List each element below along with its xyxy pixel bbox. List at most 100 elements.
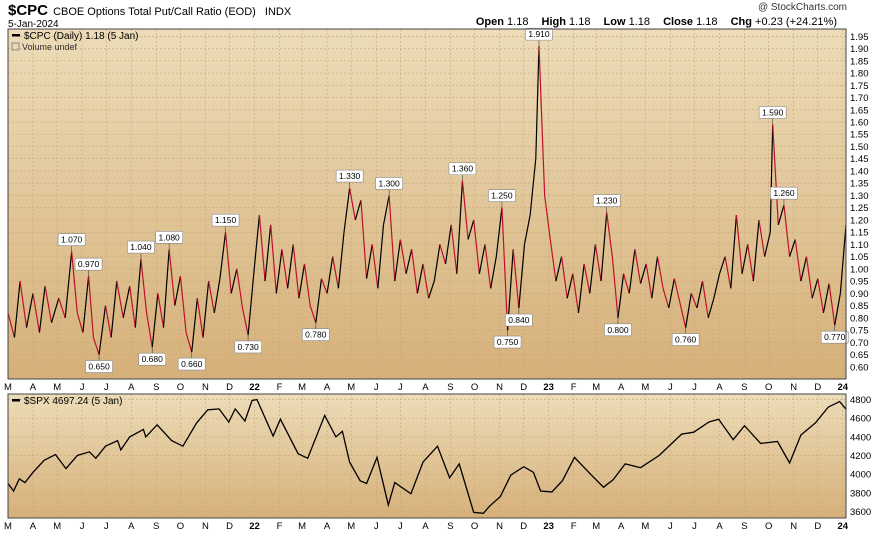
cpc-segment [651, 256, 659, 299]
close-label: Close [663, 16, 694, 28]
annotation-label: 0.730 [237, 342, 259, 352]
cpc-segment [577, 263, 585, 313]
cpc-xtick-label: O [177, 382, 184, 393]
cpc-ytick-label: 1.60 [850, 118, 869, 129]
cpc-segment [428, 280, 435, 299]
spx-legend-title: $SPX 4697.24 (5 Jan) [24, 396, 122, 407]
cpc-segment [529, 158, 537, 216]
cpc-segment [764, 232, 771, 257]
annotation-label: 1.230 [596, 196, 618, 206]
spx-frame [7, 393, 847, 519]
cpc-segment [71, 251, 78, 313]
spx-ytick-label: 4000 [850, 470, 871, 481]
spx-xtick-label: M [53, 521, 61, 532]
cpc-segment [411, 249, 418, 294]
spx-xtick-label: A [716, 521, 723, 532]
annotation-label: 1.080 [159, 232, 181, 242]
cpc-segment [730, 214, 738, 289]
annotation-label: 0.650 [88, 362, 110, 372]
cpc-xtick-label: D [814, 382, 821, 393]
cpc-segment [25, 293, 34, 328]
cpc-segment [64, 251, 73, 318]
spx-xtick-label: O [765, 521, 772, 532]
spx-xtick-label: D [814, 521, 821, 532]
cpc-xtick-label: M [347, 382, 355, 393]
cpc-ytick-label: 1.30 [850, 191, 869, 202]
cpc-segment [399, 239, 407, 274]
annotation-label: 1.150 [215, 215, 237, 225]
cpc-segment [634, 249, 642, 284]
cpc-segment [433, 244, 441, 282]
spx-xtick-label: N [496, 521, 503, 532]
cpc-segment [116, 280, 124, 318]
cpc-segment [19, 281, 28, 328]
cpc-ytick-label: 1.55 [850, 130, 869, 141]
cpc-segment [535, 46, 540, 159]
cpc-ytick-label: 1.25 [850, 203, 869, 214]
spx-xtick-label: J [692, 521, 697, 532]
cpc-segment [388, 195, 396, 282]
cpc-segment [512, 249, 520, 309]
cpc-xtick-label: M [592, 382, 600, 393]
cpc-segment [617, 273, 625, 318]
spx-xtick-label: D [520, 521, 527, 532]
cpc-segment [349, 187, 356, 221]
cpc-plot-bg [7, 28, 847, 380]
cpc-segment [461, 180, 469, 240]
symbol-label: $CPC [8, 2, 49, 19]
spx-series-line [7, 398, 847, 514]
cpc-xtick-label: 23 [543, 382, 554, 393]
cpc-segment [224, 232, 232, 294]
spx-plot-bg [7, 393, 847, 519]
chart-header: $CPC CBOE Options Total Put/Call Ratio (… [8, 2, 291, 19]
cpc-segment [247, 273, 255, 335]
cpc-segment [495, 207, 503, 257]
cpc-ytick-label: 1.50 [850, 142, 869, 153]
cpc-segment [264, 224, 272, 282]
cpc-segment [196, 298, 204, 338]
cpc-segment [320, 278, 328, 294]
cpc-segment [258, 214, 266, 282]
cpc-segment [92, 337, 100, 355]
cpc-xtick-label: J [80, 382, 85, 393]
annotation-label: 1.360 [452, 164, 474, 174]
cpc-segment [439, 244, 447, 265]
annotation-box [604, 323, 632, 337]
cpc-segment [76, 312, 84, 333]
cpc-segment [292, 244, 300, 299]
spx-ytick-label: 4800 [850, 395, 871, 406]
ohlc-readout: Open 1.18 High 1.18 Low 1.18 Close 1.18 … [476, 16, 847, 28]
annotation-box [525, 27, 553, 41]
cpc-segment [685, 293, 692, 328]
cpc-segment [828, 283, 836, 326]
cpc-xtick-label: J [374, 382, 379, 393]
spx-xtick-label: S [741, 521, 747, 532]
spx-xtick-label: J [104, 521, 109, 532]
cpc-segment [817, 278, 825, 314]
cpc-xtick-label: O [471, 382, 478, 393]
cpc-xtick-label: S [447, 382, 453, 393]
cpc-segment [589, 244, 597, 294]
cpc-xtick-label: A [422, 382, 429, 393]
spx-xtick-label: F [277, 521, 283, 532]
annotation-box [74, 257, 103, 271]
cpc-segment [811, 278, 819, 299]
open-value: 1.18 [507, 16, 529, 28]
annotation-box [155, 230, 183, 244]
cpc-xtick-label: M [298, 382, 306, 393]
high-label: High [541, 16, 566, 28]
cpc-xtick-label: N [496, 382, 503, 393]
cpc-ytick-label: 1.40 [850, 166, 869, 177]
cpc-xtick-label: A [128, 382, 135, 393]
spx-xtick-label: A [324, 521, 331, 532]
cpc-segment [752, 219, 760, 282]
cpc-segment [146, 312, 153, 348]
cpc-ytick-label: 1.90 [850, 44, 869, 55]
cpc-segment [241, 307, 249, 336]
cpc-segment [450, 224, 458, 274]
annotation-box [85, 360, 113, 373]
annotation-label: 0.760 [675, 335, 697, 345]
cpc-segment [38, 285, 46, 333]
cpc-segment [713, 273, 721, 299]
